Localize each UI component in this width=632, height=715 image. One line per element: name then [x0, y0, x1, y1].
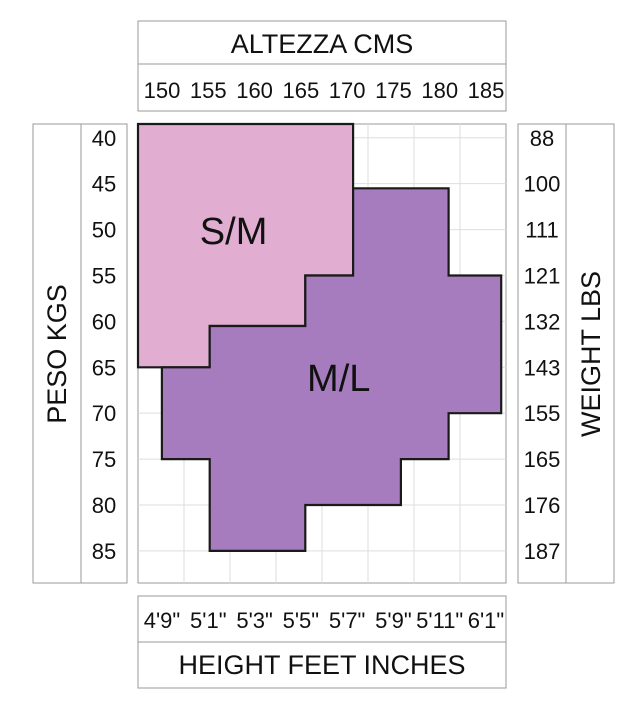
tick-label: 40 [92, 126, 116, 151]
tick-label: 121 [524, 263, 561, 288]
tick-label: 50 [92, 218, 116, 243]
top-title-box [137, 20, 507, 65]
tick-label: 155 [190, 78, 227, 103]
bottom-ticks-box [137, 595, 507, 643]
region-m-l [160, 187, 503, 553]
tick-label: 185 [468, 78, 505, 103]
region-label-s-m: S/M [200, 211, 268, 253]
region-label-m-l: M/L [307, 358, 370, 400]
tick-label: 4'9" [144, 608, 180, 633]
tick-label: 75 [92, 447, 116, 472]
tick-label: 5'1" [190, 608, 226, 633]
plot-area: S/M M/L [136, 122, 507, 584]
tick-label: 160 [236, 78, 273, 103]
tick-label: 176 [524, 493, 561, 518]
tick-label: 180 [421, 78, 458, 103]
tick-label: 143 [524, 355, 561, 380]
top-axis-title: ALTEZZA CMS [231, 29, 414, 59]
tick-label: 5'5" [283, 608, 319, 633]
tick-label: 150 [144, 78, 181, 103]
tick-label: 170 [329, 78, 366, 103]
tick-label: 5'7" [329, 608, 365, 633]
tick-label: 132 [524, 309, 561, 334]
top-ticks: 150 155 160 165 170 175 180 185 [144, 78, 505, 103]
tick-label: 5'3" [236, 608, 272, 633]
bottom-title-box [137, 641, 507, 689]
right-ticks: 88 100 111 121 132 143 155 165 176 187 [524, 126, 561, 564]
tick-label: 45 [92, 172, 116, 197]
tick-label: 187 [524, 539, 561, 564]
right-title-box [565, 123, 615, 584]
tick-label: 175 [375, 78, 412, 103]
tick-label: 55 [92, 263, 116, 288]
tick-label: 100 [524, 172, 561, 197]
tick-label: 155 [524, 401, 561, 426]
left-title-box [32, 123, 82, 584]
tick-label: 65 [92, 355, 116, 380]
tick-label: 165 [282, 78, 319, 103]
right-ticks-box [517, 123, 567, 584]
tick-label: 5'11" [416, 608, 463, 633]
top-ticks-box [137, 63, 507, 112]
left-axis-title: PESO KGS [42, 284, 72, 424]
left-ticks-box [80, 123, 128, 584]
tick-label: 111 [525, 218, 558, 243]
tick-label: 5'9" [375, 608, 411, 633]
left-ticks: 40 45 50 55 60 65 70 75 80 85 [92, 126, 116, 564]
bottom-axis-title: HEIGHT FEET INCHES [178, 650, 465, 680]
bottom-ticks: 4'9" 5'1" 5'3" 5'5" 5'7" 5'9" 5'11" 6'1" [144, 608, 504, 633]
tick-label: 70 [92, 401, 116, 426]
tick-label: 6'1" [468, 608, 504, 633]
tick-label: 80 [92, 493, 116, 518]
tick-label: 88 [530, 126, 554, 151]
right-axis-title: WEIGHT LBS [576, 271, 606, 437]
tick-label: 60 [92, 309, 116, 334]
tick-label: 165 [524, 447, 561, 472]
tick-label: 85 [92, 539, 116, 564]
